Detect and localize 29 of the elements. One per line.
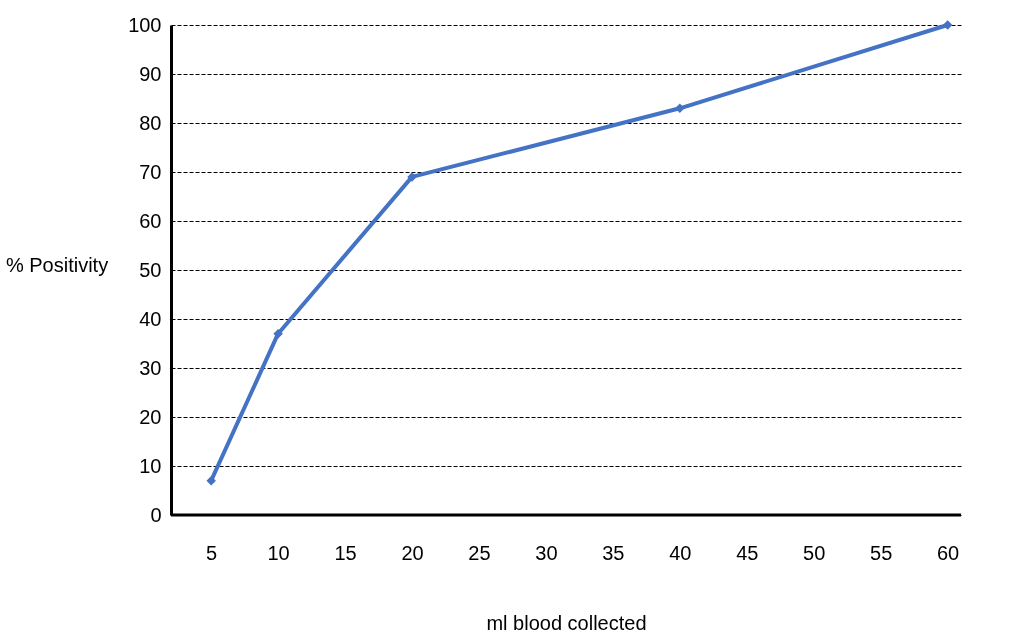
y-tick-label: 0 (150, 503, 162, 526)
y-tick-label: 100 (128, 13, 162, 36)
y-tick-label: 60 (139, 209, 162, 232)
y-tick-label: 80 (139, 111, 162, 134)
y-axis-title: % Positivity (5, 253, 109, 276)
x-tick-label: 55 (870, 541, 893, 564)
y-tick-label: 90 (139, 62, 162, 85)
x-tick-label: 45 (736, 541, 759, 564)
point (273, 328, 283, 339)
y-tick-label: 10 (139, 454, 162, 477)
point (675, 103, 685, 114)
y-tick-label: 20 (139, 405, 162, 428)
x-tick-label: 60 (936, 541, 960, 564)
x-tick-label: 5 (206, 541, 218, 564)
x-tick-label: 35 (602, 541, 625, 564)
y-tick-label: 30 (139, 356, 162, 379)
y-tick-label: 70 (139, 160, 162, 183)
x-axis-title: ml blood collected (486, 611, 647, 634)
x-tick-label: 20 (401, 541, 424, 564)
x-tick-label: 25 (468, 541, 491, 564)
x-tick-label: 10 (267, 541, 290, 564)
x-tick-label: 50 (803, 541, 826, 564)
x-tick-label: 40 (669, 541, 692, 564)
x-tick-label: 15 (334, 541, 357, 564)
y-tick-label: 40 (139, 307, 162, 330)
y-tick-label: 50 (139, 258, 162, 281)
point (206, 475, 216, 486)
point (942, 20, 953, 30)
x-tick-label: 30 (535, 541, 558, 564)
